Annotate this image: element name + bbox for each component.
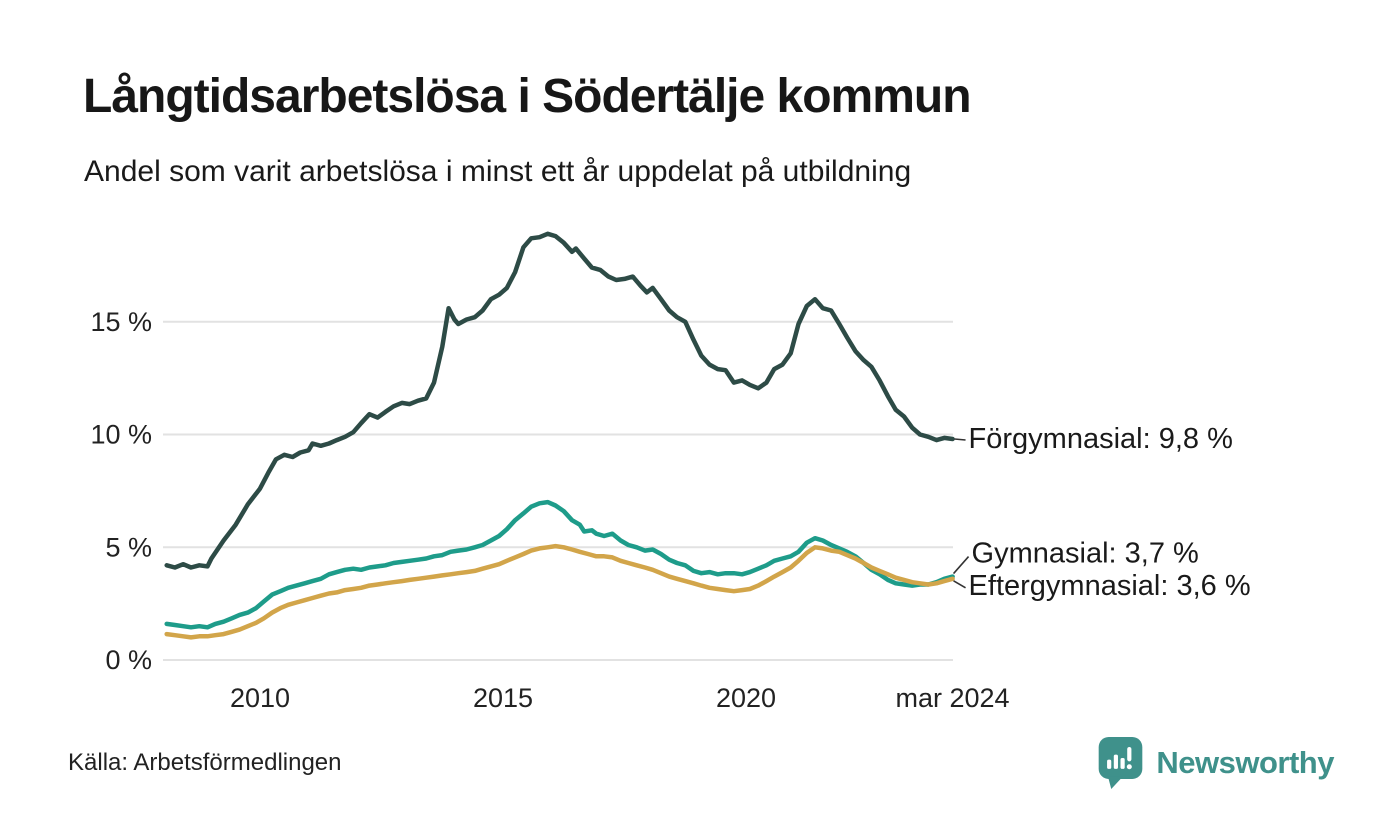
series-line-eftergymnasial <box>164 543 955 640</box>
page-title: Långtidsarbetslösa i Södertälje kommun <box>83 70 972 123</box>
x-axis-tick-label: 2020 <box>716 683 776 713</box>
label-connector <box>952 556 970 575</box>
y-axis-tick-label: 0 % <box>105 645 152 675</box>
newsworthy-logo-text: Newsworthy <box>1156 745 1334 780</box>
series-line-gymnasial <box>164 499 955 630</box>
label-connector <box>953 580 966 589</box>
y-axis-tick-label: 10 % <box>90 420 152 450</box>
page-subtitle: Andel som varit arbetslösa i minst ett å… <box>84 155 912 188</box>
series-end-label-eftergymnasial: Eftergymnasial: 3,6 % <box>969 570 1251 602</box>
series-line-förgymnasial <box>164 231 955 570</box>
series-end-label-gymnasial: Gymnasial: 3,7 % <box>972 538 1199 570</box>
x-axis-tick-label: mar 2024 <box>896 683 1010 713</box>
y-axis-tick-label: 5 % <box>105 532 152 562</box>
bar-chart-bubble-icon <box>1099 736 1143 790</box>
chart-area: 0 % 5 % 10 % 15 % 2010 2015 2020 mar 2024 Förgym… <box>0 210 1400 770</box>
y-axis-tick-label: 15 % <box>90 307 152 337</box>
x-axis-tick-label: 2015 <box>473 683 533 713</box>
series-end-label-förgymnasial: Förgymnasial: 9,8 % <box>969 423 1233 455</box>
x-axis-tick-label: 2010 <box>230 683 290 713</box>
source-note: Källa: Arbetsförmedlingen <box>68 749 342 776</box>
chart-svg: 0 % 5 % 10 % 15 % 2010 2015 2020 mar 2024 Förgym… <box>90 231 1251 713</box>
label-connector <box>954 438 966 441</box>
newsworthy-logo: Newsworthy <box>1097 736 1334 790</box>
